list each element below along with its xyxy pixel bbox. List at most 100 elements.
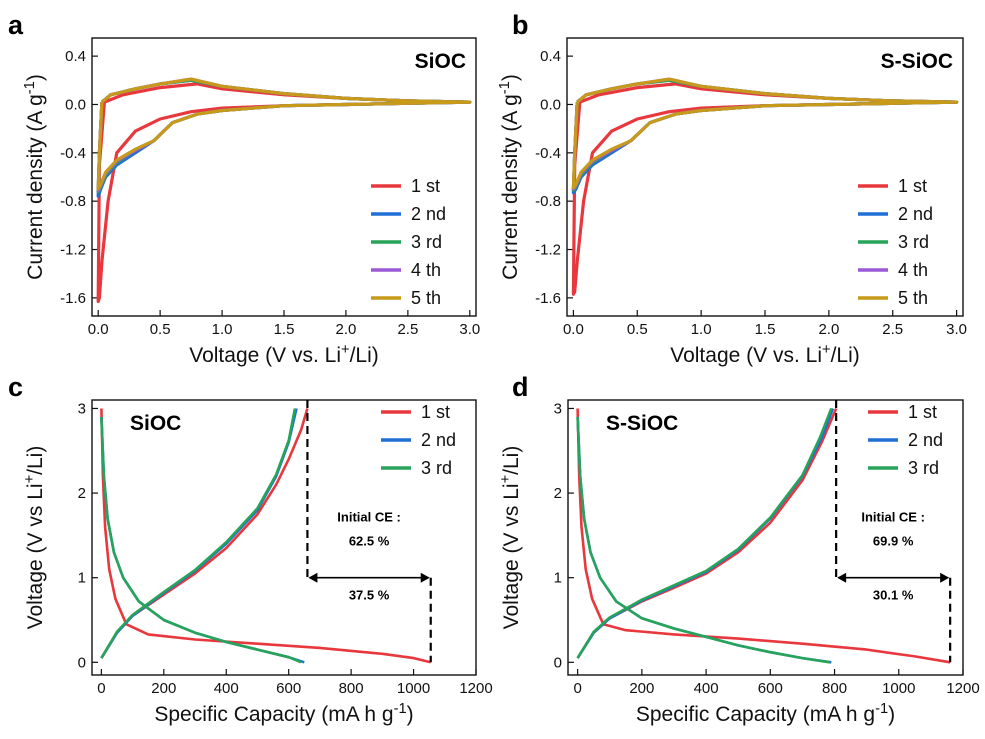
arrow-head-right: [940, 572, 950, 583]
x-tick-label: 0.0: [88, 321, 109, 338]
x-tick-label: 0.5: [150, 321, 171, 338]
legend-label: 5 th: [898, 288, 928, 308]
x-tick-label: 1000: [882, 680, 915, 697]
loss-value: 30.1 %: [873, 588, 914, 603]
x-tick-label: 1000: [397, 680, 430, 697]
y-axis-label: Voltage (V vs Li+/Li): [498, 446, 523, 630]
y-tick-label: -1.6: [60, 290, 86, 307]
legend-label: 4 th: [898, 260, 928, 280]
ce-annotation: Initial CE : 62.5 % 37.5 %: [306, 400, 432, 663]
x-tick-label: 3.0: [946, 321, 967, 338]
x-tick-label: 400: [694, 680, 719, 697]
y-tick-label: 0: [78, 654, 86, 671]
charge-curve: [576, 408, 833, 659]
x-tick-label: 1200: [946, 680, 979, 697]
legend-label: 1 st: [411, 176, 440, 196]
x-axis-label: Voltage (V vs. Li+/Li): [670, 342, 860, 367]
legend-label: 2 nd: [411, 204, 446, 224]
legend: 1 st 2 nd 3 rd 4 th 5 th: [371, 176, 446, 308]
series-line: [571, 77, 959, 190]
arrow-head-left: [308, 572, 318, 583]
x-tick-label: 200: [151, 680, 176, 697]
ce-title: Initial CE :: [861, 510, 925, 525]
x-tick-label: 2.0: [336, 321, 357, 338]
charge-curve: [576, 407, 838, 659]
legend-label: 3 rd: [898, 232, 929, 252]
x-tick-label: 2.5: [882, 321, 903, 338]
x-tick-label: 200: [629, 680, 654, 697]
y-axis-label: Voltage (V vs Li+/Li): [22, 446, 47, 630]
x-tick-label: 1200: [459, 680, 492, 697]
y-axis-label: Current density (A g-1): [22, 74, 47, 280]
series-5th: [96, 77, 472, 191]
ce-value: 62.5 %: [349, 534, 390, 549]
charge-curve: [100, 408, 298, 659]
x-tick-label: 1.0: [691, 321, 712, 338]
plot-frame: [91, 399, 477, 676]
y-tick-label: 0.0: [65, 96, 86, 113]
sample-label: S-SiOC: [881, 50, 953, 73]
legend: 1 st 2 nd 3 rd: [381, 402, 456, 478]
y-tick-label: 0: [554, 654, 562, 671]
series-line: [571, 78, 959, 192]
y-tick-label: -0.8: [535, 193, 561, 210]
y-tick-label: -1.2: [60, 242, 86, 259]
legend-label: 1 st: [421, 402, 450, 422]
charge-curve: [100, 408, 309, 659]
legend-label: 3 rd: [411, 232, 442, 252]
series-3rd: [96, 78, 472, 194]
loss-value: 37.5 %: [349, 588, 390, 603]
x-tick-label: 2.5: [397, 321, 418, 338]
x-tick-label: 0: [573, 680, 581, 697]
panel-a: a 0.0 0.5 1.0 1.5 2.0 2.5 3.0 0.4 0.0 -0.4 -0.8 -1.2…: [8, 10, 480, 367]
series-3rd: [576, 408, 833, 664]
legend: 1 st 2 nd 3 rd 4 th 5 th: [858, 176, 933, 308]
y-tick-label: 3: [554, 400, 562, 417]
panel-letter: a: [8, 10, 24, 40]
ce-annotation: Initial CE : 69.9 % 30.1 %: [835, 400, 952, 663]
legend-label: 2 nd: [898, 204, 933, 224]
x-tick-label: 600: [276, 680, 301, 697]
x-tick-label: 400: [214, 680, 239, 697]
legend: 1 st 2 nd 3 rd: [868, 402, 943, 478]
legend-label: 3 rd: [421, 458, 452, 478]
x-tick-label: 0: [97, 680, 105, 697]
ce-value: 69.9 %: [873, 534, 914, 549]
y-tick-label: 2: [554, 485, 562, 502]
series-2nd: [100, 408, 305, 664]
legend-label: 1 st: [908, 402, 937, 422]
x-tick-label: 800: [822, 680, 847, 697]
x-axis-label: Specific Capacity (mA h g-1): [636, 701, 895, 726]
x-tick-label: 1.5: [274, 321, 295, 338]
panel-letter: d: [512, 372, 529, 402]
discharge-curve: [576, 416, 830, 664]
charge-curve: [100, 408, 297, 659]
plot-frame: [567, 399, 964, 676]
y-tick-label: -0.4: [535, 145, 561, 162]
y-tick-label: -0.4: [60, 145, 86, 162]
panel-c: c 0 200 400 600 800 1000 1200 0 1 2 3 Specific Capac…: [8, 372, 493, 726]
series-3rd: [100, 408, 302, 664]
y-tick-label: 0.4: [540, 48, 561, 65]
x-tick-label: 2.0: [818, 321, 839, 338]
y-tick-label: -0.8: [60, 193, 86, 210]
x-axis-label: Voltage (V vs. Li+/Li): [189, 342, 379, 367]
y-tick-label: 0.4: [65, 48, 86, 65]
arrow-head-left: [837, 572, 847, 583]
y-tick-label: -1.2: [535, 242, 561, 259]
y-tick-label: 2: [78, 485, 86, 502]
x-axis-label: Specific Capacity (mA h g-1): [154, 701, 413, 726]
series-line: [96, 77, 472, 191]
x-tick-label: 600: [758, 680, 783, 697]
panel-letter: c: [8, 372, 23, 402]
x-tick-label: 3.0: [459, 321, 480, 338]
x-tick-label: 0.5: [627, 321, 648, 338]
sample-label: S-SiOC: [606, 412, 678, 435]
series-5th: [571, 77, 959, 190]
series-2nd: [576, 408, 835, 664]
y-tick-label: 3: [78, 400, 86, 417]
ce-title: Initial CE :: [337, 510, 401, 525]
panel-b: b 0.0 0.5 1.0 1.5 2.0 2.5 3.0 0.4 0.0 -0.4 -0.8 -1.2…: [497, 10, 967, 367]
arrow-head-right: [420, 572, 430, 583]
